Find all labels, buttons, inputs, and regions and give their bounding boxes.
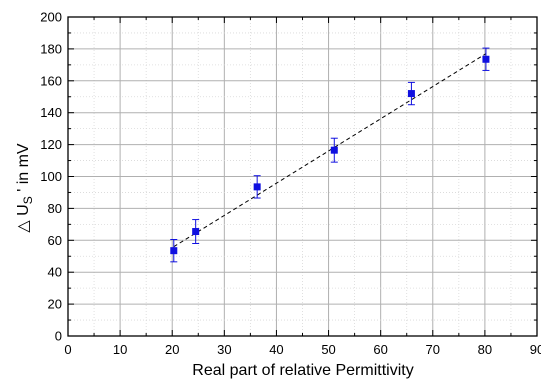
- y-axis-title-suffix: ' in mV: [15, 143, 32, 196]
- point-marker: [482, 55, 490, 63]
- y-tick-label: 120: [40, 137, 62, 152]
- y-tick-label: 60: [48, 233, 62, 248]
- x-tick-label: 10: [113, 342, 127, 357]
- grid: [68, 17, 537, 336]
- point-marker: [407, 90, 415, 98]
- y-axis-title-prefix: △ U: [15, 204, 32, 232]
- point-marker: [330, 146, 338, 154]
- x-tick-label: 90: [530, 342, 541, 357]
- x-tick-label: 60: [373, 342, 387, 357]
- x-tick-label: 30: [217, 342, 231, 357]
- data-point: [253, 175, 261, 199]
- x-tick-label: 80: [478, 342, 492, 357]
- x-tick-label: 70: [426, 342, 440, 357]
- y-tick-label: 200: [40, 10, 62, 25]
- point-marker: [170, 247, 178, 255]
- x-tick-label: 40: [269, 342, 283, 357]
- y-tick-label: 0: [55, 329, 62, 344]
- x-tick-label: 20: [165, 342, 179, 357]
- data-point: [482, 47, 490, 71]
- y-tick-label: 80: [48, 201, 62, 216]
- data-point: [330, 137, 338, 163]
- data-point: [170, 239, 178, 263]
- y-tick-label: 20: [48, 297, 62, 312]
- y-axis-title: △ US ' in mV: [15, 143, 35, 233]
- y-tick-labels: 0 20 40 60 80 100 120 140 160 180 200: [40, 10, 62, 344]
- fit-line: [173, 53, 487, 248]
- x-tick-label: 50: [321, 342, 335, 357]
- axis-ticks: [67, 16, 538, 337]
- x-axis-title: Real part of relative Permittivity: [192, 362, 413, 379]
- y-axis-title-subscript: S: [21, 196, 35, 204]
- y-tick-label: 160: [40, 73, 62, 88]
- point-marker: [253, 183, 261, 191]
- y-tick-label: 180: [40, 41, 62, 56]
- y-tick-label: 100: [40, 169, 62, 184]
- point-marker: [192, 228, 200, 236]
- data-point: [407, 81, 415, 106]
- data-points: [170, 47, 490, 263]
- y-tick-label: 40: [48, 265, 62, 280]
- x-tick-labels: 0 10 20 30 40 50 60 70 80 90: [64, 342, 541, 357]
- x-tick-label: 0: [64, 342, 71, 357]
- y-tick-label: 140: [40, 105, 62, 120]
- data-point: [192, 219, 200, 244]
